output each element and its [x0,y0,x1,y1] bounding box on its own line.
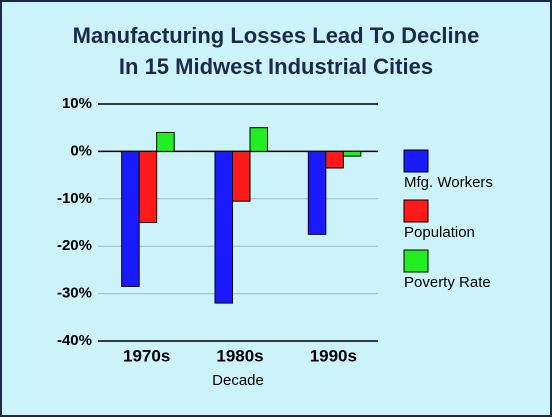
y-tick-label: -20% [57,237,92,254]
bar [214,150,233,304]
legend-swatch [403,249,429,273]
bar [156,131,175,152]
bar [121,150,140,287]
y-tick-label: -30% [57,285,92,302]
bar [325,150,344,169]
legend-label: Population [404,224,475,241]
chart-title: In 15 Midwest Industrial Cities [119,54,433,79]
y-tick-label: -40% [57,332,92,349]
legend-swatch [403,199,429,223]
x-tick-label: 1970s [123,346,170,365]
x-tick-label: 1980s [216,346,263,365]
y-tick-label: 10% [62,95,92,112]
legend-swatch [403,149,429,173]
y-tick-label: -10% [57,190,92,207]
bar [249,127,268,152]
x-tick-label: 1990s [310,346,357,365]
x-axis-label: Decade [212,372,264,389]
bar [307,150,327,235]
y-tick-label: 0% [70,142,92,159]
legend-label: Poverty Rate [404,274,491,291]
bar [138,150,158,223]
legend-label: Mfg. Workers [404,174,493,191]
chart-title: Manufacturing Losses Lead To Decline [73,23,480,48]
bar [232,150,251,202]
bar [342,150,362,157]
